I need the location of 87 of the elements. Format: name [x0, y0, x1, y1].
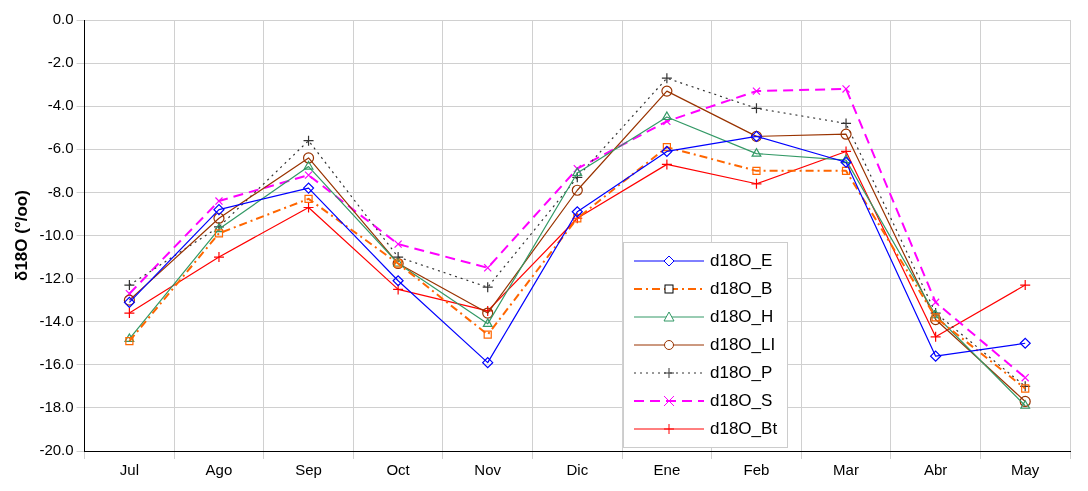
x-tick-label: Nov: [474, 461, 502, 479]
point: [840, 145, 852, 158]
point: [571, 184, 583, 196]
y-tick-label: -2.0: [47, 53, 74, 71]
point: [841, 84, 851, 94]
point: [750, 102, 763, 114]
y-tick-label: 0.0: [52, 10, 74, 28]
point: [482, 281, 494, 293]
x-tick-label: Abr: [923, 461, 948, 479]
point: [304, 194, 313, 203]
point: [1019, 337, 1031, 349]
x-tick-label: Sep: [295, 461, 322, 479]
point: [930, 350, 942, 362]
y-tick-label: -4.0: [47, 96, 74, 114]
point: [751, 148, 762, 157]
point: [482, 318, 493, 327]
x-tick-label: Jul: [119, 461, 139, 479]
x-tick-label: Feb: [743, 461, 770, 479]
point: [571, 206, 583, 218]
point: [482, 357, 494, 369]
point: [213, 212, 225, 224]
y-tick-label: -18.0: [39, 398, 74, 416]
point: [750, 178, 763, 190]
point: [840, 128, 852, 140]
point: [661, 85, 673, 97]
x-tick-label: Ene: [653, 461, 681, 479]
x-tick-label: May: [1011, 461, 1040, 479]
point: [752, 166, 761, 175]
point: [571, 171, 583, 183]
point: [1021, 373, 1030, 382]
legend-label: d18O_LI: [710, 335, 776, 355]
point: [752, 86, 761, 96]
y-tick-label: -12.0: [39, 268, 74, 286]
y-tick-label: -10.0: [39, 225, 74, 243]
point: [213, 251, 225, 263]
point: [662, 143, 672, 152]
legend-label: d18O_E: [710, 251, 773, 271]
point: [573, 164, 582, 173]
point: [123, 307, 135, 319]
point: [1019, 380, 1031, 392]
point: [930, 313, 942, 326]
point: [572, 167, 583, 177]
point: [123, 279, 135, 291]
y-tick-label: -20.0: [39, 441, 74, 459]
point: [1019, 279, 1031, 291]
point: [214, 196, 224, 206]
point: [1020, 400, 1031, 409]
point: [661, 111, 672, 121]
point: [392, 283, 404, 295]
point: [392, 275, 404, 287]
point: [661, 145, 673, 158]
point: [1021, 384, 1030, 393]
point: [931, 313, 940, 322]
point: [483, 263, 492, 272]
point: [483, 330, 492, 339]
point: [302, 135, 315, 147]
point: [931, 298, 940, 307]
y-tick-label: -8.0: [47, 182, 74, 200]
point: [930, 331, 942, 343]
x-tick-label: Dic: [566, 461, 589, 479]
legend-label: d18O_P: [710, 363, 773, 383]
point: [303, 160, 314, 170]
point: [661, 72, 673, 84]
point: [841, 166, 851, 175]
point: [213, 204, 225, 216]
x-tick-label: Ago: [205, 461, 233, 479]
legend-label: d18O_S: [710, 391, 773, 411]
point: [840, 117, 852, 130]
x-tick-label: Oct: [386, 461, 411, 479]
point: [302, 182, 315, 194]
point: [304, 171, 313, 180]
y-tick-label: -14.0: [39, 311, 74, 329]
point: [393, 239, 403, 249]
y-tick-label: -6.0: [47, 139, 74, 157]
point: [214, 229, 224, 238]
y-tick-label: -16.0: [39, 354, 74, 372]
point: [841, 154, 851, 164]
y-axis-title: δ18O (°/oo): [11, 190, 31, 281]
x-tick-label: Mar: [833, 461, 859, 479]
point: [661, 158, 673, 170]
point: [1019, 395, 1031, 408]
legend-label: d18O_B: [710, 279, 773, 299]
point: [840, 156, 852, 168]
legend-label: d18O_H: [710, 307, 774, 327]
legend-label: d18O_Bt: [710, 419, 778, 439]
point: [392, 251, 404, 263]
point: [302, 152, 315, 164]
